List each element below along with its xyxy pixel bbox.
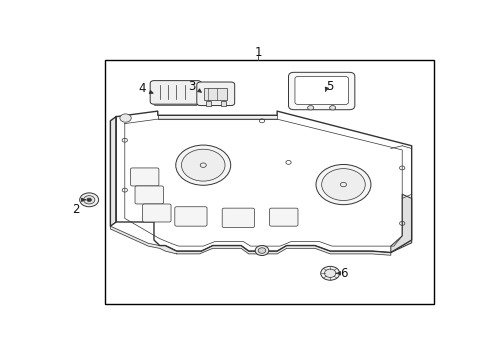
FancyBboxPatch shape (150, 81, 201, 104)
FancyBboxPatch shape (154, 99, 197, 105)
Bar (221, 102, 225, 105)
Polygon shape (110, 117, 116, 226)
Polygon shape (116, 111, 411, 252)
Ellipse shape (321, 168, 365, 201)
Polygon shape (110, 226, 390, 255)
Bar (206, 102, 210, 105)
Bar (104, 60, 433, 304)
Ellipse shape (181, 149, 224, 181)
Circle shape (80, 193, 99, 207)
Text: 2: 2 (72, 203, 79, 216)
FancyBboxPatch shape (288, 72, 354, 110)
Circle shape (320, 266, 339, 280)
Circle shape (120, 114, 131, 122)
Circle shape (329, 105, 335, 110)
Circle shape (307, 105, 313, 110)
FancyBboxPatch shape (294, 76, 347, 104)
Ellipse shape (175, 145, 230, 185)
Circle shape (258, 248, 265, 253)
FancyBboxPatch shape (222, 208, 254, 228)
Bar (204, 87, 226, 100)
FancyBboxPatch shape (175, 207, 206, 226)
FancyBboxPatch shape (196, 82, 234, 105)
Text: 1: 1 (254, 46, 262, 59)
Text: 6: 6 (339, 267, 346, 280)
Circle shape (255, 246, 268, 256)
Circle shape (324, 269, 335, 278)
FancyBboxPatch shape (142, 204, 171, 222)
Circle shape (87, 198, 91, 202)
FancyBboxPatch shape (130, 168, 159, 186)
Circle shape (83, 195, 95, 204)
Text: 5: 5 (326, 80, 333, 93)
Polygon shape (390, 194, 411, 252)
Polygon shape (158, 115, 277, 119)
Ellipse shape (315, 165, 370, 205)
FancyBboxPatch shape (269, 208, 297, 226)
FancyBboxPatch shape (135, 186, 163, 204)
Text: 3: 3 (188, 80, 195, 93)
Text: 4: 4 (139, 82, 146, 95)
